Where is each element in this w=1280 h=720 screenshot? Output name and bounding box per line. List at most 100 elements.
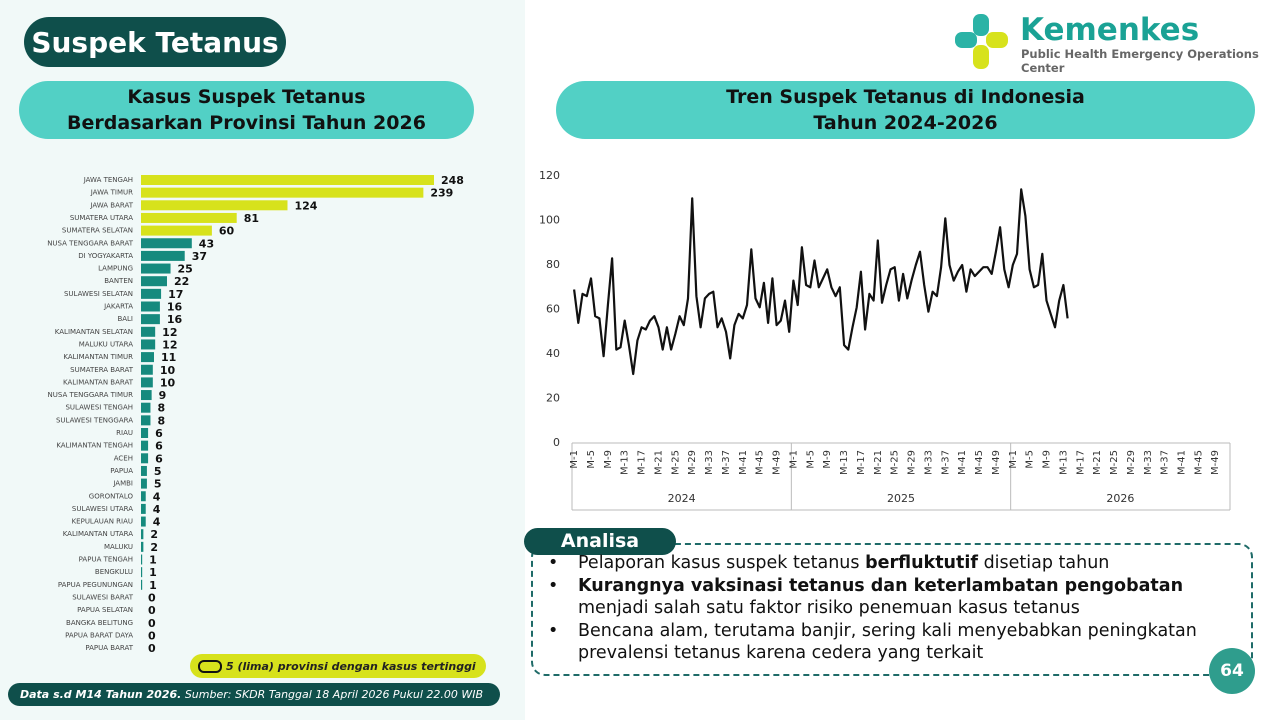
x-tick-label: M-17	[856, 450, 867, 475]
x-tick-label: M-13	[620, 450, 631, 475]
bar	[141, 440, 149, 451]
y-tick-label: PAPUA PEGUNUNGAN	[58, 581, 133, 589]
source: Sumber: SKDR Tanggal 18 April 2026 Pukul…	[184, 688, 484, 701]
x-tick-label: M-9	[603, 450, 614, 469]
highlight-note: 5 (lima) provinsi dengan kasus tertinggi	[190, 654, 486, 678]
x-tick-label: M-13	[839, 450, 850, 475]
y-tick-label: NUSA TENGGARA TIMUR	[48, 391, 134, 399]
bar	[141, 276, 167, 287]
y-tick-label: PAPUA SELATAN	[77, 606, 133, 614]
analysis-text: Kurangnya vaksinasi tetanus dan keterlam…	[578, 575, 1184, 596]
bar	[141, 352, 154, 363]
bar	[141, 175, 434, 185]
x-tick-label: M-29	[1126, 450, 1137, 475]
value-label: 5	[154, 465, 162, 478]
y-tick-label: BENGKULU	[95, 568, 133, 576]
bar	[141, 541, 144, 552]
y-tick-label: SUMATERA UTARA	[70, 214, 133, 222]
x-tick-label: M-5	[1025, 450, 1036, 469]
group-label: 2026	[1106, 492, 1134, 505]
x-tick-label: M-29	[907, 450, 918, 475]
x-tick-label: M-37	[1160, 450, 1171, 475]
y-tick-label: 100	[539, 214, 560, 227]
value-label: 0	[148, 642, 156, 655]
value-label: 9	[159, 389, 167, 402]
x-tick-label: M-1	[788, 450, 799, 469]
y-tick-label: JAWA TENGAH	[83, 176, 133, 184]
bar	[141, 554, 143, 565]
value-label: 1	[149, 579, 157, 592]
value-label: 0	[148, 617, 156, 630]
y-tick-label: BALI	[117, 315, 133, 323]
y-tick-label: LAMPUNG	[98, 265, 133, 273]
x-tick-label: M-45	[755, 450, 766, 475]
y-tick-label: KALIMANTAN SELATAN	[55, 328, 133, 336]
title-line: Tahun 2024-2026	[813, 112, 998, 134]
y-tick-label: PAPUA BARAT DAYA	[65, 631, 133, 639]
bar	[141, 326, 156, 337]
x-tick-label: M-1	[1008, 450, 1019, 469]
y-tick-label: MALUKU UTARA	[79, 340, 133, 348]
analysis-text: Bencana alam, terutama banjir, sering ka…	[578, 620, 1203, 664]
analysis-list: Pelaporan kasus suspek tetanus berfluktu…	[546, 552, 1226, 665]
y-tick-label: MALUKU	[104, 543, 133, 551]
y-tick-label: JAWA TIMUR	[90, 189, 133, 197]
x-tick-label: M-41	[957, 450, 968, 475]
value-label: 16	[167, 313, 183, 326]
analysis-text: Pelaporan kasus suspek tetanus	[578, 553, 866, 573]
x-tick-label: M-25	[1109, 450, 1120, 475]
x-tick-label: M-41	[1176, 450, 1187, 475]
value-label: 43	[199, 237, 214, 250]
data-note: Data s.d M14 Tahun 2026.	[20, 688, 182, 701]
y-tick-label: SULAWESI UTARA	[72, 505, 133, 513]
trend-line	[573, 188, 1069, 376]
bar	[141, 238, 192, 249]
value-label: 12	[162, 338, 177, 351]
bar	[141, 465, 147, 476]
y-tick-label: RIAU	[116, 429, 133, 437]
y-tick-label: SULAWESI BARAT	[72, 593, 134, 601]
title-line: Berdasarkan Provinsi Tahun 2026	[67, 112, 426, 134]
bar	[141, 339, 156, 350]
analysis-text: berfluktutif	[865, 553, 978, 573]
x-tick-label: M-33	[923, 450, 934, 475]
bar	[141, 250, 185, 261]
value-label: 22	[174, 275, 189, 288]
value-label: 4	[153, 490, 161, 503]
y-tick-label: SUMATERA BARAT	[70, 366, 134, 374]
x-tick-label: M-25	[670, 450, 681, 475]
analysis-item: Bencana alam, terutama banjir, sering ka…	[546, 620, 1226, 665]
bar	[141, 364, 153, 375]
analysis-title: Analisa	[524, 528, 676, 555]
y-tick-label: 0	[553, 436, 560, 449]
y-tick-label: KALIMANTAN TIMUR	[63, 353, 133, 361]
x-tick-label: M-37	[721, 450, 732, 475]
bar	[141, 478, 147, 489]
y-tick-label: SULAWESI SELATAN	[64, 290, 133, 298]
bar	[141, 428, 149, 438]
value-label: 17	[168, 288, 183, 301]
bar	[141, 212, 237, 223]
x-tick-label: M-45	[974, 450, 985, 475]
bar	[141, 200, 288, 211]
value-label: 8	[157, 414, 165, 427]
y-tick-label: 120	[539, 169, 560, 182]
analysis-item: Kurangnya vaksinasi tetanus dan keterlam…	[546, 575, 1226, 620]
value-label: 6	[155, 440, 163, 453]
y-tick-label: SULAWESI TENGGARA	[56, 416, 133, 424]
y-tick-label: GORONTALO	[89, 492, 134, 500]
value-label: 6	[155, 452, 163, 465]
value-label: 2	[150, 528, 158, 541]
bar	[141, 453, 149, 464]
line-chart-title: Tren Suspek Tetanus di Indonesia Tahun 2…	[556, 81, 1255, 139]
value-label: 2	[150, 541, 158, 554]
group-label: 2024	[668, 492, 696, 505]
x-tick-label: M-21	[1092, 450, 1103, 475]
bar	[141, 377, 153, 388]
value-label: 60	[219, 225, 235, 238]
note-text: 5 (lima) provinsi dengan kasus tertinggi	[226, 659, 476, 673]
bar	[141, 567, 143, 578]
x-tick-label: M-37	[940, 450, 951, 475]
